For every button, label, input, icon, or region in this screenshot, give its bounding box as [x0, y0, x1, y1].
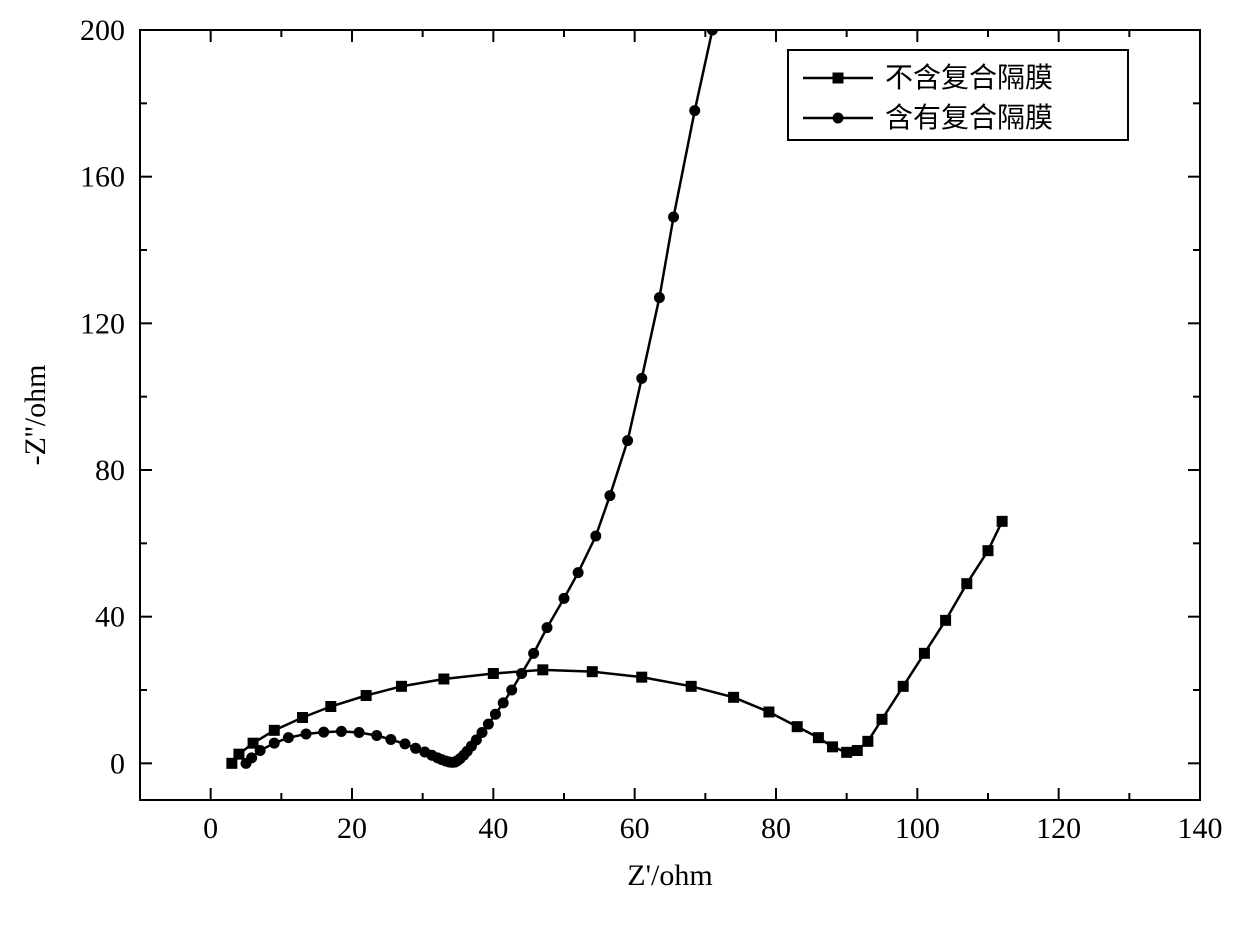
circle-marker	[604, 490, 615, 501]
circle-marker	[636, 373, 647, 384]
series-line	[232, 521, 1002, 763]
circle-marker	[516, 668, 527, 679]
circle-marker	[336, 726, 347, 737]
y-tick-label: 160	[80, 161, 125, 194]
circle-marker	[559, 593, 570, 604]
square-marker	[852, 745, 863, 756]
circle-marker	[490, 709, 501, 720]
square-marker	[488, 668, 499, 679]
square-marker	[763, 707, 774, 718]
plot-border	[140, 30, 1200, 800]
circle-marker	[385, 734, 396, 745]
circle-marker	[301, 729, 312, 740]
circle-marker	[707, 25, 718, 36]
square-marker	[686, 681, 697, 692]
circle-marker	[542, 622, 553, 633]
legend-label: 不含复合隔膜	[885, 62, 1053, 94]
circle-marker	[246, 752, 257, 763]
y-tick-label: 200	[80, 14, 125, 47]
circle-marker	[590, 531, 601, 542]
x-tick-label: 60	[620, 812, 650, 845]
square-marker	[898, 681, 909, 692]
square-marker	[841, 747, 852, 758]
circle-marker	[622, 435, 633, 446]
square-marker	[587, 666, 598, 677]
x-tick-label: 140	[1178, 812, 1223, 845]
square-marker	[438, 674, 449, 685]
square-marker	[813, 732, 824, 743]
legend-label: 含有复合隔膜	[885, 102, 1053, 134]
square-marker	[919, 648, 930, 659]
square-marker	[940, 615, 951, 626]
circle-marker	[400, 738, 411, 749]
square-marker	[997, 516, 1008, 527]
series-line	[246, 30, 712, 763]
circle-marker	[654, 292, 665, 303]
x-tick-label: 0	[203, 812, 218, 845]
y-tick-label: 80	[95, 454, 125, 487]
square-marker	[361, 690, 372, 701]
square-marker	[983, 545, 994, 556]
square-marker	[961, 578, 972, 589]
circle-marker	[269, 738, 280, 749]
square-marker	[396, 681, 407, 692]
circle-marker	[483, 719, 494, 730]
x-tick-label: 120	[1036, 812, 1081, 845]
y-tick-label: 40	[95, 601, 125, 634]
square-marker	[233, 749, 244, 760]
square-marker	[827, 741, 838, 752]
x-tick-label: 40	[478, 812, 508, 845]
square-marker	[862, 736, 873, 747]
x-tick-label: 80	[761, 812, 791, 845]
square-marker	[636, 672, 647, 683]
circle-marker	[689, 105, 700, 116]
square-marker	[297, 712, 308, 723]
y-tick-label: 120	[80, 307, 125, 340]
circle-marker	[255, 745, 266, 756]
square-marker	[537, 664, 548, 675]
chart-svg: 0 20 40 60 80 100 120 140 0 40 80 120 160 200 Z'/ohm -Z…	[0, 0, 1240, 938]
circle-marker	[371, 730, 382, 741]
square-marker	[325, 701, 336, 712]
x-axis-label: Z'/ohm	[627, 859, 712, 892]
legend-circle-marker	[833, 113, 844, 124]
y-axis-label: -Z''/ohm	[19, 365, 52, 466]
nyquist-plot-chart: 0 20 40 60 80 100 120 140 0 40 80 120 160 200 Z'/ohm -Z…	[0, 0, 1240, 938]
x-tick-label: 20	[337, 812, 367, 845]
square-marker	[792, 721, 803, 732]
square-marker	[728, 692, 739, 703]
y-tick-label: 0	[110, 747, 125, 780]
circle-marker	[528, 648, 539, 659]
circle-marker	[506, 685, 517, 696]
square-marker	[269, 725, 280, 736]
legend-square-marker	[833, 73, 844, 84]
x-tick-label: 100	[895, 812, 940, 845]
circle-marker	[668, 212, 679, 223]
circle-marker	[283, 732, 294, 743]
square-marker	[877, 714, 888, 725]
circle-marker	[498, 697, 509, 708]
circle-marker	[354, 727, 365, 738]
circle-marker	[573, 567, 584, 578]
circle-marker	[318, 727, 329, 738]
